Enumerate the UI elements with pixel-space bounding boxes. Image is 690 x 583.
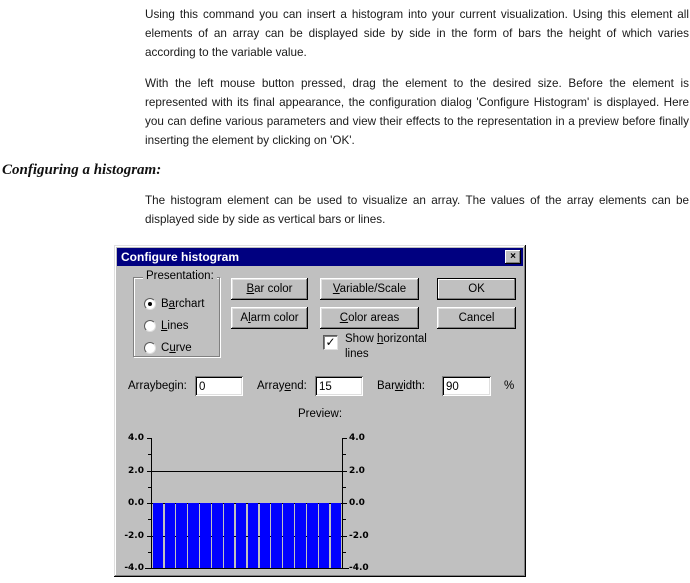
y-minor-tick [148,519,151,520]
arraybegin-input[interactable] [195,376,243,396]
intro-paragraph-1: Using this command you can insert a hist… [145,8,689,59]
presentation-groupbox: Presentation: Barchart Lines Curve [133,270,220,357]
preview-bar [247,503,259,568]
presentation-group-label: Presentation: [143,270,217,282]
y-tick [343,536,347,537]
radio-circle-lines [144,320,156,332]
y-minor-tick [148,552,151,553]
radio-circle-curve [144,342,156,354]
preview-bar [271,503,282,568]
barwidth-input[interactable] [442,376,491,396]
y-tick-label: 2.0 [128,466,144,476]
radio-barchart-label: Barchart [161,298,205,310]
left-y-axis [151,438,152,568]
radio-curve-label: Curve [161,342,192,354]
preview-bar [223,503,235,568]
y-tick-label: 4.0 [349,433,365,443]
arraybegin-label: Arraybegin: [128,380,187,392]
preview-bar [235,503,247,568]
y-tick [147,503,151,504]
dialog-titlebar: Configure histogram × [117,248,523,266]
chart-gridline [152,536,342,537]
arrayend-label: Arrayend: [257,380,307,392]
radio-barchart[interactable]: Barchart [144,297,204,311]
y-tick [147,536,151,537]
dialog-title: Configure histogram [121,250,240,264]
y-minor-tick [148,454,151,455]
alarm-color-button[interactable]: Alarm color [231,307,308,329]
radio-curve[interactable]: Curve [144,341,192,355]
right-y-axis [342,438,343,568]
preview-bar [212,503,223,568]
y-tick-label: -4.0 [124,563,144,573]
y-tick-label: 2.0 [349,466,365,476]
checkmark-icon: ✓ [325,335,336,349]
y-tick [343,503,347,504]
radio-lines-label: Lines [161,320,189,332]
y-tick-label: 4.0 [128,433,144,443]
preview-bar [164,503,176,568]
intro-paragraph-2: With the left mouse button pressed, drag… [145,77,689,147]
ok-button[interactable]: OK [437,278,516,300]
barwidth-label: Barwidth: [377,380,425,392]
chart-gridline [152,471,342,472]
y-minor-tick [343,487,346,488]
y-minor-tick [343,454,346,455]
preview-bar [318,503,330,568]
show-lines-checkbox[interactable]: ✓ [323,335,338,350]
percent-label: % [504,380,515,392]
preview-bar [200,503,211,568]
preview-bar [259,503,271,568]
preview-bar [283,503,294,568]
configure-histogram-dialog: Configure histogram × Presentation: Barc… [114,245,526,577]
y-tick [343,438,347,439]
bottom-axis [145,568,349,569]
y-tick-label: 0.0 [349,498,365,508]
section-paragraph: The histogram element can be used to vis… [145,194,689,226]
close-button[interactable]: × [505,250,521,264]
preview-chart: 4.0 4.0 2.0 2.0 0.0 0.0 -2.0 -2.0 -4.0 -4.0 [114,432,526,574]
color-areas-button[interactable]: Color areas [320,307,419,329]
chart-gridline [152,503,342,504]
variable-scale-button[interactable]: Variable/Scale [320,278,419,300]
y-minor-tick [148,487,151,488]
y-minor-tick [343,552,346,553]
y-tick [147,438,151,439]
close-icon: × [510,251,516,262]
y-tick [343,471,347,472]
y-tick-label: -2.0 [349,531,369,541]
y-minor-tick [343,519,346,520]
preview-bar [330,503,342,568]
radio-circle-barchart [144,298,156,310]
preview-bar [152,503,164,568]
preview-bar [295,503,306,568]
preview-bar [176,503,187,568]
y-tick-label: 0.0 [128,498,144,508]
y-tick [147,471,151,472]
cancel-button[interactable]: Cancel [437,307,516,329]
y-tick-label: -4.0 [349,563,369,573]
preview-label: Preview: [297,408,343,420]
preview-bar [307,503,318,568]
arrayend-input[interactable] [315,376,363,396]
show-lines-label: Show horizontal lines [345,333,427,360]
preview-bar [188,503,199,568]
y-tick [343,568,347,569]
bar-color-button[interactable]: Bar color [231,278,308,300]
y-tick-label: -2.0 [124,531,144,541]
radio-lines[interactable]: Lines [144,319,189,333]
y-tick [147,568,151,569]
section-heading: Configuring a histogram: [2,162,162,178]
